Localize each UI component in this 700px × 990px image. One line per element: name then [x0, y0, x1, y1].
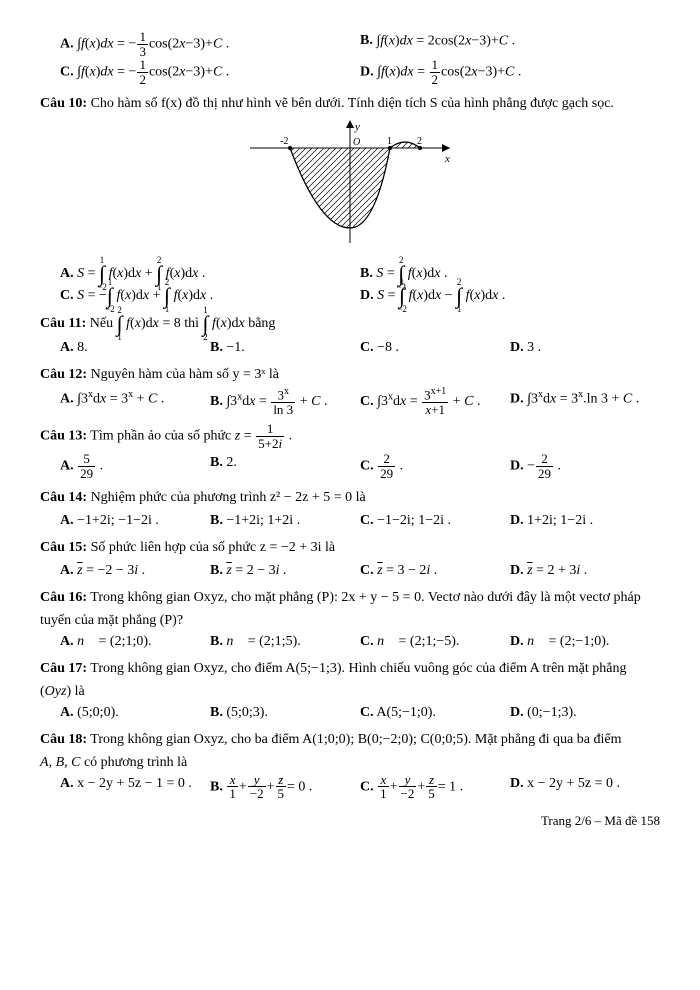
q10-options: A. S = ∫1−2 f(x)dx + ∫21 f(x)dx . B. S =…	[60, 263, 660, 307]
q11: Câu 11: Nếu ∫21 f(x)dx = 8 thì ∫12 f(x)d…	[40, 313, 660, 335]
q17-opt-b: B. (5;0;3).	[210, 702, 360, 723]
page-footer: Trang 2/6 – Mã đề 158	[40, 811, 660, 831]
q12-options: A. ∫3xdx = 3x + C . B. ∫3xdx = 3xln 3 + …	[60, 387, 660, 417]
q14-opt-c: C. −1−2i; 1−2i .	[360, 510, 510, 531]
q11-opt-d: D. 3 .	[510, 337, 660, 358]
q14-opt-d: D. 1+2i; 1−2i .	[510, 510, 660, 531]
q17-label: Câu 17:	[40, 661, 87, 676]
q18-opt-b: B. x1+y−2+z5= 0 .	[210, 773, 360, 801]
q12-text: Nguyên hàm của hàm số y = 3ˣ là	[87, 367, 279, 382]
q10-opt-b: B. S = ∫2−2 f(x)dx .	[360, 263, 660, 285]
q9-options: A. ∫f(x)dx = −13cos(2x−3)+C . B. ∫f(x)dx…	[60, 30, 660, 87]
q18-opt-c: C. x1+y−2+z5= 1 .	[360, 773, 510, 801]
q15: Câu 15: Số phức liên hợp của số phức z =…	[40, 537, 660, 558]
q11-options: A. 8. B. −1. C. −8 . D. 3 .	[60, 337, 660, 358]
q11-opt-c: C. −8 .	[360, 337, 510, 358]
q14-label: Câu 14:	[40, 490, 87, 505]
q12-opt-a: A. ∫3xdx = 3x + C .	[60, 387, 210, 417]
q12-opt-b: B. ∫3xdx = 3xln 3 + C .	[210, 387, 360, 417]
q10-figure: y x O -2 1 2	[40, 118, 660, 255]
q9-opt-a: A. ∫f(x)dx = −13cos(2x−3)+C .	[60, 30, 360, 58]
q17-text2: (Oyz) là	[40, 681, 660, 702]
q18: Câu 18: Trong không gian Oxyz, cho ba đi…	[40, 729, 660, 750]
q9-opt-d: D. ∫f(x)dx = 12cos(2x−3)+C .	[360, 58, 660, 86]
q12-opt-c: C. ∫3xdx = 3x+1x+1 + C .	[360, 387, 510, 417]
svg-text:1: 1	[387, 136, 392, 147]
q15-text: Số phức liên hợp của số phức z = −2 + 3i…	[87, 540, 335, 555]
q17: Câu 17: Trong không gian Oxyz, cho điểm …	[40, 658, 660, 679]
q10-opt-a: A. S = ∫1−2 f(x)dx + ∫21 f(x)dx .	[60, 263, 360, 285]
q16-text1: Trong không gian Oxyz, cho mặt phẳng (P)…	[87, 590, 641, 605]
q15-label: Câu 15:	[40, 540, 87, 555]
q14: Câu 14: Nghiệm phức của phương trình z² …	[40, 487, 660, 508]
q15-options: A. z = −2 − 3i . B. z = 2 − 3i . C. z = …	[60, 560, 660, 581]
q17-opt-a: A. (5;0;0).	[60, 702, 210, 723]
q15-opt-c: C. z = 3 − 2i .	[360, 560, 510, 581]
q15-opt-a: A. z = −2 − 3i .	[60, 560, 210, 581]
q13-options: A. 529 . B. 2. C. 229 . D. −229 .	[60, 452, 660, 480]
q17-opt-d: D. (0;−1;3).	[510, 702, 660, 723]
q13: Câu 13: Tìm phần ảo của số phức z = 15+2…	[40, 422, 660, 450]
q14-opt-a: A. −1+2i; −1−2i .	[60, 510, 210, 531]
q14-opt-b: B. −1+2i; 1+2i .	[210, 510, 360, 531]
q16-opt-c: C. n⃗ = (2;1;−5).	[360, 631, 510, 652]
svg-text:2: 2	[417, 136, 422, 147]
q17-text1: Trong không gian Oxyz, cho điểm A(5;−1;3…	[87, 661, 626, 676]
q16-opt-a: A. n⃗ = (2;1;0).	[60, 631, 210, 652]
q9-opt-c: C. ∫f(x)dx = −12cos(2x−3)+C .	[60, 58, 360, 86]
q16: Câu 16: Trong không gian Oxyz, cho mặt p…	[40, 587, 660, 608]
q13-label: Câu 13:	[40, 429, 87, 444]
q18-text1: Trong không gian Oxyz, cho ba điểm A(1;0…	[87, 732, 621, 747]
q16-text2: tuyến của mặt phẳng (P)?	[40, 610, 660, 631]
q16-label: Câu 16:	[40, 590, 87, 605]
q15-opt-b: B. z = 2 − 3i .	[210, 560, 360, 581]
q13-opt-d: D. −229 .	[510, 452, 660, 480]
q13-opt-c: C. 229 .	[360, 452, 510, 480]
q14-options: A. −1+2i; −1−2i . B. −1+2i; 1+2i . C. −1…	[60, 510, 660, 531]
q15-opt-d: D. z = 2 + 3i .	[510, 560, 660, 581]
q16-options: A. n⃗ = (2;1;0). B. n⃗ = (2;1;5). C. n⃗ …	[60, 631, 660, 652]
q10-label: Câu 10:	[40, 96, 87, 111]
q18-opt-d: D. x − 2y + 5z = 0 .	[510, 773, 660, 801]
svg-text:-2: -2	[280, 136, 288, 147]
q16-opt-b: B. n⃗ = (2;1;5).	[210, 631, 360, 652]
q18-options: A. x − 2y + 5z − 1 = 0 . B. x1+y−2+z5= 0…	[60, 773, 660, 801]
svg-text:x: x	[444, 153, 450, 165]
q18-opt-a: A. x − 2y + 5z − 1 = 0 .	[60, 773, 210, 801]
q11-opt-b: B. −1.	[210, 337, 360, 358]
q17-options: A. (5;0;0). B. (5;0;3). C. A(5;−1;0). D.…	[60, 702, 660, 723]
q12-label: Câu 12:	[40, 367, 87, 382]
q12-opt-d: D. ∫3xdx = 3x.ln 3 + C .	[510, 387, 660, 417]
q18-label: Câu 18:	[40, 732, 87, 747]
q16-opt-d: D. n⃗ = (2;−1;0).	[510, 631, 660, 652]
q13-opt-a: A. 529 .	[60, 452, 210, 480]
q10-text: Cho hàm số f(x) đồ thị như hình vẽ bên d…	[87, 96, 614, 111]
q14-text: Nghiệm phức của phương trình z² − 2z + 5…	[87, 490, 366, 505]
q10: Câu 10: Cho hàm số f(x) đồ thị như hình …	[40, 93, 660, 114]
q17-opt-c: C. A(5;−1;0).	[360, 702, 510, 723]
q9-opt-b: B. ∫f(x)dx = 2cos(2x−3)+C .	[360, 30, 660, 58]
svg-text:O: O	[353, 137, 360, 148]
q11-label: Câu 11:	[40, 316, 86, 331]
q10-opt-d: D. S = ∫1−2 f(x)dx − ∫21 f(x)dx .	[360, 285, 660, 307]
q13-opt-b: B. 2.	[210, 452, 360, 480]
q12: Câu 12: Nguyên hàm của hàm số y = 3ˣ là	[40, 364, 660, 385]
svg-text:y: y	[354, 121, 360, 133]
q11-opt-a: A. 8.	[60, 337, 210, 358]
q18-text2: A, B, C có phương trình là	[40, 752, 660, 773]
